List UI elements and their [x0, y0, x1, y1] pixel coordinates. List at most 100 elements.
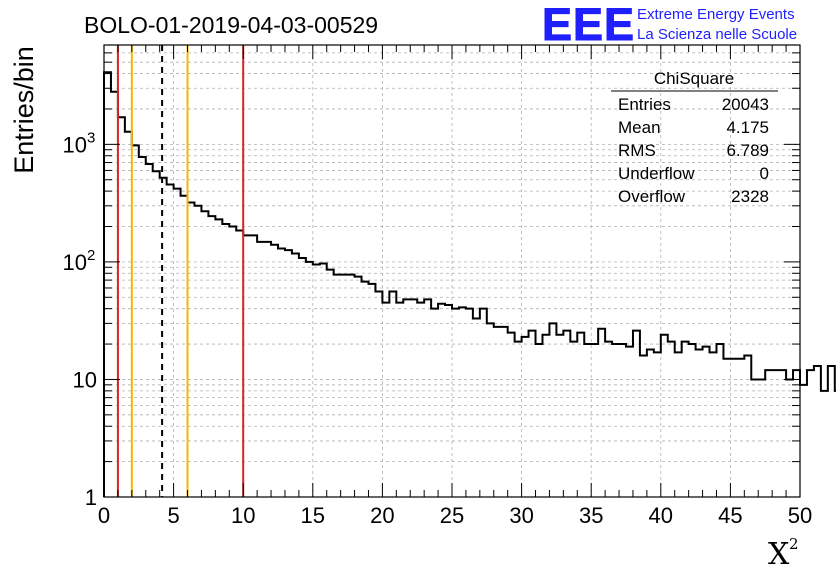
histogram-bin [181, 196, 188, 497]
histogram-bin [215, 219, 222, 497]
y-tick-label: 10 [73, 367, 97, 392]
histogram-bin [208, 216, 215, 497]
histogram-bin [341, 275, 348, 497]
histogram-bin [111, 92, 118, 497]
histogram-bin [751, 379, 758, 497]
histogram-bin [362, 282, 369, 497]
histogram-bin [584, 344, 591, 497]
y-tick-label: 10 2 [63, 247, 96, 275]
histogram-bin [529, 331, 536, 497]
histogram-bin [194, 206, 201, 497]
histogram-bin [668, 342, 675, 497]
stats-row-label: Entries [618, 95, 671, 114]
stats-row-label: Overflow [618, 187, 686, 206]
y-tick-label-base: 10 [73, 367, 97, 392]
histogram-bin [285, 250, 292, 497]
histogram-bin [730, 359, 737, 497]
histogram-bin [598, 329, 605, 497]
stats-row: Underflow 0 [618, 164, 769, 183]
histogram-step-line [103, 71, 836, 497]
histogram-bin [396, 303, 403, 497]
histogram-bin [368, 284, 375, 497]
histogram-bin [536, 344, 543, 497]
histogram-bin [696, 349, 703, 497]
y-tick-label-exp: 3 [87, 129, 95, 146]
histogram-bin [821, 391, 828, 497]
histogram-bin [271, 245, 278, 497]
histogram-bin [570, 342, 577, 497]
histogram-bars [103, 71, 836, 497]
stats-row-label: Underflow [618, 164, 695, 183]
grid [104, 45, 800, 497]
histogram-bin [445, 305, 452, 497]
axis-ticks [103, 44, 801, 498]
histogram-bin [299, 258, 306, 497]
histogram-bin [744, 355, 751, 497]
histogram-bin [348, 275, 355, 497]
stats-row-value: 6.789 [726, 141, 769, 160]
histogram-bin [765, 370, 772, 497]
x-tick-label: 25 [440, 503, 464, 528]
histogram-bin [522, 337, 529, 497]
x-tick-label: 35 [579, 503, 603, 528]
histogram-bin [633, 331, 640, 497]
histogram-bin [800, 385, 807, 497]
stats-row: Entries 20043 [618, 95, 769, 114]
histogram-bin [201, 211, 208, 497]
histogram-bin [508, 333, 515, 497]
x-tick-labels: 0 5 10 15 20 25 30 35 40 45 50 [98, 503, 812, 528]
stats-row: Mean 4.175 [618, 118, 769, 137]
x-axis-label-superscript: 2 [789, 535, 799, 553]
histogram-bin [703, 347, 710, 497]
histogram-bin [549, 323, 556, 497]
logo-line1: Extreme Energy Events [637, 6, 795, 23]
stats-row-value: 20043 [722, 95, 769, 114]
histogram-bin [793, 370, 800, 497]
histogram-bin [786, 379, 793, 497]
logo-line2: La Scienza nelle Scuole [637, 26, 797, 43]
histogram-bin [188, 203, 195, 497]
histogram-bin [243, 235, 250, 497]
histogram-bin [278, 249, 285, 497]
histogram-bin [828, 366, 835, 497]
stats-row-value: 2328 [731, 187, 769, 206]
histogram-bin [605, 342, 612, 497]
histogram-bin [466, 309, 473, 497]
eee-logo: EEE Extreme Energy Events La Scienza nel… [542, 0, 798, 51]
histogram-bin [772, 370, 779, 497]
histogram-bin [591, 344, 598, 497]
histogram-bin [563, 331, 570, 497]
histogram-bin [334, 275, 341, 497]
histogram-bin [647, 349, 654, 497]
histogram-bin [542, 335, 549, 497]
histogram-bin [626, 347, 633, 497]
histogram-bin [758, 379, 765, 497]
x-tick-label: 0 [98, 503, 110, 528]
stats-row: RMS 6.789 [618, 141, 769, 160]
histogram-bin [494, 327, 501, 497]
histogram-bin [716, 344, 723, 497]
histogram-bin [487, 323, 494, 497]
histogram-bin [661, 335, 668, 497]
histogram-bin [473, 318, 480, 497]
histogram-bin [132, 145, 139, 497]
stats-box: ChiSquare Entries 20043 Mean 4.175 RMS 6.789 U… [611, 69, 778, 206]
y-tick-label: 10 3 [63, 129, 96, 157]
histogram-bin [174, 189, 181, 497]
histogram-bin [382, 303, 389, 497]
histogram-bin [355, 277, 362, 497]
x-tick-label: 20 [370, 503, 394, 528]
chart-title: BOLO-01-2019-04-03-00529 [84, 12, 378, 38]
histogram-bin [438, 304, 445, 497]
x-tick-label: 30 [509, 503, 533, 528]
histogram-bin [515, 342, 522, 497]
histogram-bin [556, 335, 563, 497]
histogram-bin [612, 344, 619, 497]
histogram-bin [682, 342, 689, 497]
y-tick-label: 1 [85, 485, 97, 510]
histogram-bin [779, 370, 786, 497]
stats-row-value: 4.175 [726, 118, 769, 137]
histogram-bin [689, 344, 696, 497]
histogram-bin [264, 242, 271, 497]
histogram-bin [306, 262, 313, 497]
